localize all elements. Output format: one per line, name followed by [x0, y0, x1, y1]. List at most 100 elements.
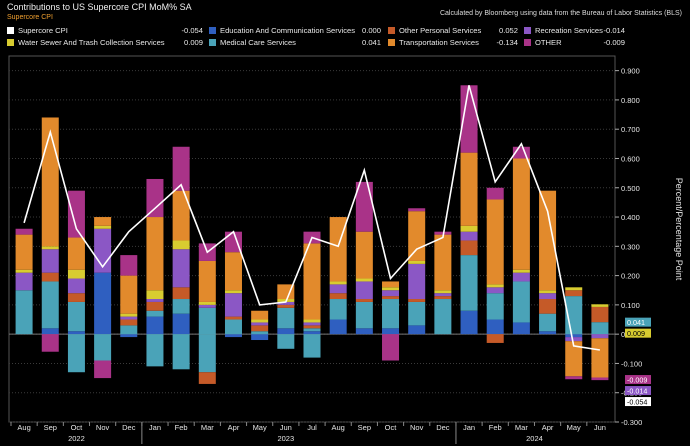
- bar-segment: [198, 307, 216, 335]
- y-tick-label: 0.300: [621, 242, 640, 251]
- bar-segment: [434, 296, 452, 300]
- legend-label: Medical Care Services: [220, 38, 296, 47]
- legend-swatch: [524, 27, 531, 34]
- x-tick-label: Jul: [307, 423, 317, 432]
- y-tick-label: 0.600: [621, 154, 640, 163]
- bar-segment: [146, 334, 164, 367]
- x-tick-label: Mar: [201, 423, 214, 432]
- bar-segment: [382, 334, 400, 361]
- legend-label: Supercore CPI: [18, 26, 68, 35]
- y-tick-label: -0.300: [621, 418, 642, 427]
- bar-segment: [408, 211, 426, 261]
- bar-segment: [67, 278, 85, 294]
- x-tick-label: Jun: [280, 423, 292, 432]
- bar-segment: [277, 328, 295, 335]
- end-value-label: -0.009: [627, 376, 647, 385]
- bar-segment: [67, 269, 85, 279]
- bar-segment: [224, 252, 242, 291]
- bar-segment: [67, 331, 85, 335]
- x-tick-label: Mar: [515, 423, 528, 432]
- bar-segment: [120, 334, 138, 338]
- y-axis-title: Percent/Percentage Point: [674, 178, 684, 281]
- bar-segment: [382, 281, 400, 288]
- bar-segment: [355, 328, 373, 335]
- bar-segment: [355, 181, 373, 232]
- legend-label: Recreation Services: [535, 26, 603, 35]
- bar-segment: [512, 269, 530, 273]
- end-value-tag: [625, 328, 651, 338]
- bar-segment: [251, 334, 269, 341]
- bar-segment: [539, 331, 557, 335]
- bar-segment: [15, 234, 33, 270]
- x-tick-label: Jun: [594, 423, 606, 432]
- y-tick-label: 0.900: [621, 67, 640, 76]
- bar-segment: [512, 146, 530, 159]
- bar-segment: [120, 319, 138, 326]
- bar-segment: [591, 334, 609, 339]
- bar-segment: [591, 304, 609, 307]
- x-tick-label: May: [253, 423, 267, 432]
- bar-segment: [146, 301, 164, 311]
- bar-segment: [355, 278, 373, 282]
- legend-value: -0.009: [603, 38, 625, 47]
- bar-segment: [512, 281, 530, 323]
- bar-segment: [41, 281, 59, 329]
- bar-segment: [460, 231, 478, 241]
- bar-segment: [94, 272, 112, 335]
- x-tick-label: Sep: [358, 423, 371, 432]
- bar-segment: [434, 234, 452, 291]
- bar-segment: [120, 255, 138, 276]
- x-tick-label: Feb: [489, 423, 502, 432]
- bar-segment: [41, 328, 59, 335]
- bar-segment: [94, 225, 112, 229]
- end-value-label: -0.054: [627, 398, 647, 407]
- legend-value: 0.000: [361, 26, 381, 35]
- bar-segment: [277, 284, 295, 300]
- bar-segment: [172, 313, 190, 335]
- bar-segment: [172, 299, 190, 314]
- bar-segment: [460, 225, 478, 232]
- bar-segment: [67, 237, 85, 270]
- x-tick-label: Jan: [149, 423, 161, 432]
- x-tick-label: Nov: [410, 423, 424, 432]
- legend-value: 0.052: [498, 26, 518, 35]
- x-tick-label: Dec: [122, 423, 136, 432]
- bar-segment: [539, 293, 557, 300]
- bar-segment: [41, 272, 59, 282]
- bar-segment: [172, 287, 190, 300]
- bar-segment: [512, 272, 530, 282]
- legend-item: Education And Communication Services 0.00…: [209, 25, 381, 36]
- end-value-label: -0.014: [627, 387, 647, 396]
- bar-segment: [15, 228, 33, 235]
- bar-segment: [172, 249, 190, 288]
- x-tick-label: Nov: [96, 423, 110, 432]
- end-value-tag: [625, 317, 651, 327]
- bar-segment: [277, 304, 295, 308]
- legend-swatch: [7, 39, 14, 46]
- bar-segment: [565, 376, 583, 380]
- bar-segment: [15, 272, 33, 291]
- bar-segment: [591, 322, 609, 335]
- bar-segment: [303, 319, 321, 323]
- bar-segment: [486, 293, 504, 320]
- bar-segment: [172, 146, 190, 191]
- bar-segment: [408, 260, 426, 264]
- bar-segment: [146, 310, 164, 317]
- bar-segment: [146, 299, 164, 302]
- bar-segment: [15, 290, 33, 335]
- bar-segment: [251, 310, 269, 320]
- bar-segment: [408, 208, 426, 212]
- y-tick-label: 0.100: [621, 301, 640, 310]
- bar-segment: [355, 299, 373, 302]
- bar-segment: [251, 331, 269, 335]
- chart-title: Contributions to US Supercore CPI MoM% S…: [7, 2, 192, 12]
- legend-swatch: [209, 39, 216, 46]
- bar-segment: [329, 319, 347, 335]
- year-label: 2022: [68, 434, 85, 443]
- legend-swatch: [388, 39, 395, 46]
- end-value-tag: [625, 386, 651, 396]
- bar-segment: [486, 334, 504, 343]
- legend-value: -0.014: [603, 26, 625, 35]
- legend-item: Water Sewer And Trash Collection Service…: [7, 37, 203, 48]
- bar-segment: [408, 263, 426, 300]
